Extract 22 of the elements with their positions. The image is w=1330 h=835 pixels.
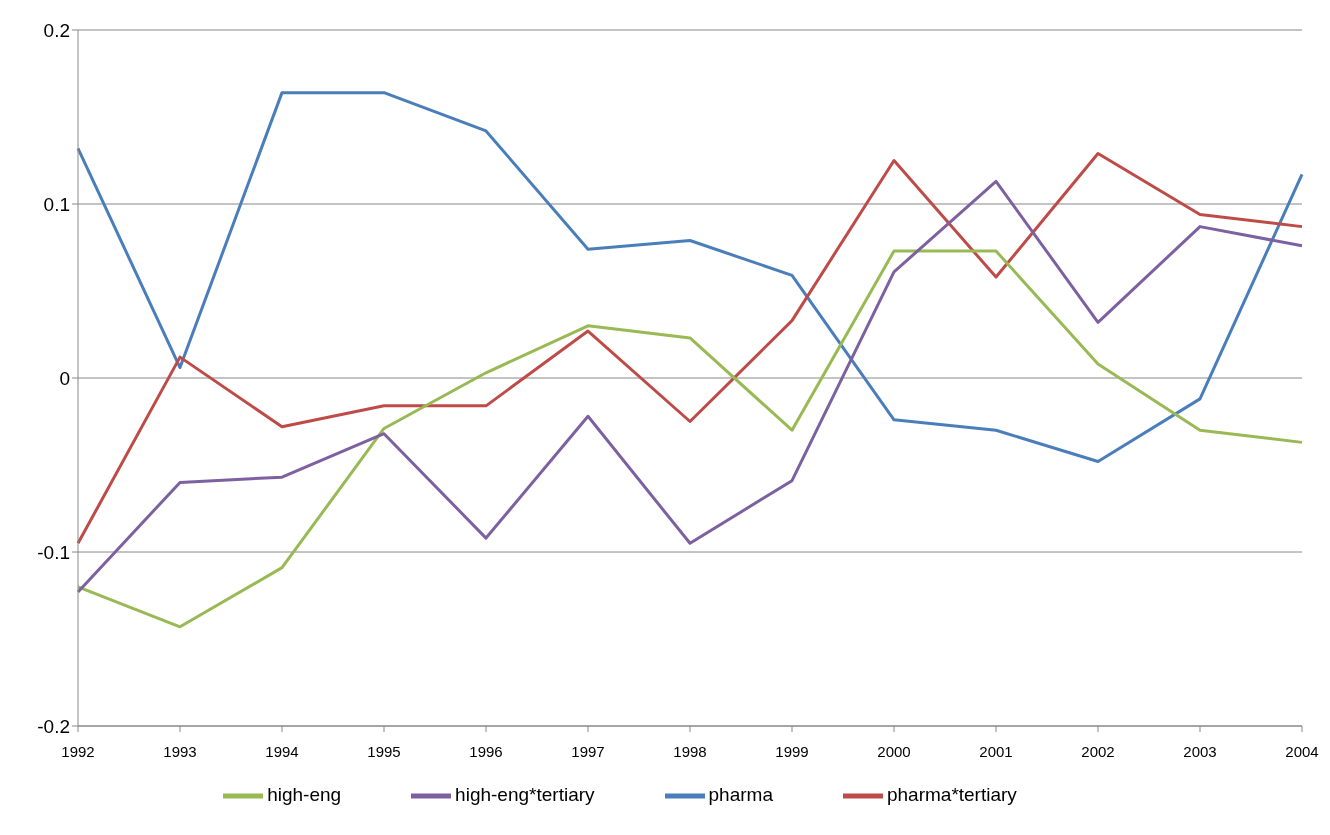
x-tick-label: 2000 [877,742,911,760]
legend-label: pharma [708,784,773,806]
x-tick-label: 2003 [1183,742,1217,760]
x-tick-label: 1996 [469,742,503,760]
x-tick-label: 2002 [1081,742,1115,760]
y-tick-label: 0.1 [43,193,70,215]
y-tick-label: 0.2 [43,19,70,41]
legend-label: high-eng [267,784,342,806]
x-tick-label: 2001 [979,742,1013,760]
x-tick-label: 1994 [265,742,299,760]
legend-label: pharma*tertiary [886,784,1017,806]
x-tick-label: 1998 [673,742,707,760]
y-tick-label: -0.2 [37,715,70,737]
x-tick-label: 1997 [571,742,605,760]
legend-label: high-eng*tertiary [455,784,595,806]
x-tick-label: 1992 [61,742,95,760]
x-tick-label: 2004 [1285,742,1319,760]
y-tick-label: -0.1 [37,541,70,563]
x-tick-label: 1995 [367,742,401,760]
x-tick-label: 1999 [775,742,809,760]
y-tick-label: 0 [59,367,70,389]
x-tick-label: 1993 [163,742,197,760]
